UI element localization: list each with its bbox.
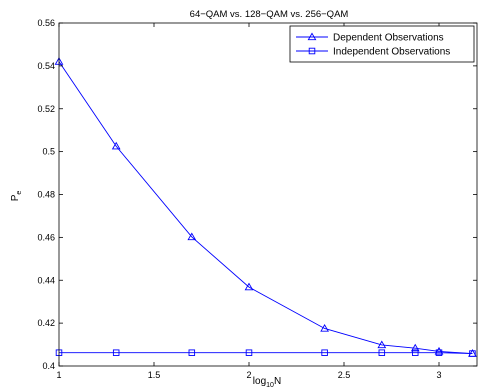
x-tick-label: 1: [56, 370, 61, 380]
data-point-triangle: [377, 340, 387, 349]
series-line: [59, 352, 473, 355]
legend-marker-square: [308, 47, 316, 55]
y-tick-label: 0.4: [42, 361, 55, 371]
data-point-triangle: [320, 323, 329, 332]
legend-box: [289, 25, 475, 63]
legend-item: Dependent Observations: [296, 32, 444, 44]
chart-title: 64−QAM vs. 128−QAM vs. 256−QAM: [190, 9, 349, 20]
data-point-square: [435, 349, 443, 356]
y-axis-label: Pe: [10, 191, 23, 202]
x-axis-label-tail: N: [274, 376, 281, 387]
y-tick-label: 0.5: [42, 147, 55, 157]
y-axis-label-subscript: e: [16, 191, 23, 195]
data-point-square: [469, 350, 476, 357]
legend-label: Independent Observations: [333, 47, 450, 58]
data-point-square: [188, 349, 196, 356]
x-axis-label-subscript: 10: [266, 382, 274, 389]
x-tick-label: 2.5: [338, 370, 351, 380]
data-point-triangle: [410, 343, 420, 352]
x-axis-label: log10N: [253, 376, 281, 389]
data-point-square: [412, 349, 419, 356]
data-point-square: [321, 349, 328, 356]
series-2: [55, 349, 476, 357]
y-tick-label: 0.52: [37, 104, 55, 114]
y-tick-label: 0.48: [37, 190, 55, 200]
series-line: [58, 61, 473, 355]
x-tick-label: 2: [246, 370, 251, 380]
data-point-square: [112, 349, 120, 356]
x-tick-label: 1.5: [148, 370, 161, 380]
y-tick-label: 0.44: [37, 275, 55, 285]
y-tick-label: 0.42: [37, 318, 55, 328]
y-tick-label: 0.54: [37, 61, 55, 71]
chart-marks: [54, 57, 477, 357]
data-point-square: [378, 349, 386, 356]
y-axis-label-base: P: [10, 194, 21, 201]
x-axis-label-base: log: [253, 376, 266, 387]
legend-label: Dependent Observations: [333, 33, 444, 44]
data-point-triangle: [244, 282, 254, 291]
data-point-square: [245, 349, 253, 356]
y-tick-label: 0.46: [37, 232, 55, 242]
legend-item: Independent Observations: [296, 47, 450, 58]
y-tick-label: 0.56: [37, 18, 55, 28]
legend: Dependent Observations Independent Observ…: [289, 25, 475, 63]
axis-ticks: 1 1.5 2 2.5 3 0.4 0.42 0.44 0.46 0.48 0.5 0.52 0.54 0…: [37, 18, 477, 380]
legend-marker-triangle: [307, 32, 317, 41]
x-tick-label: 3: [436, 370, 441, 380]
data-point-triangle: [111, 141, 121, 150]
data-point-triangle: [434, 346, 444, 355]
plot-area: [59, 23, 477, 366]
data-point-triangle: [187, 232, 197, 241]
